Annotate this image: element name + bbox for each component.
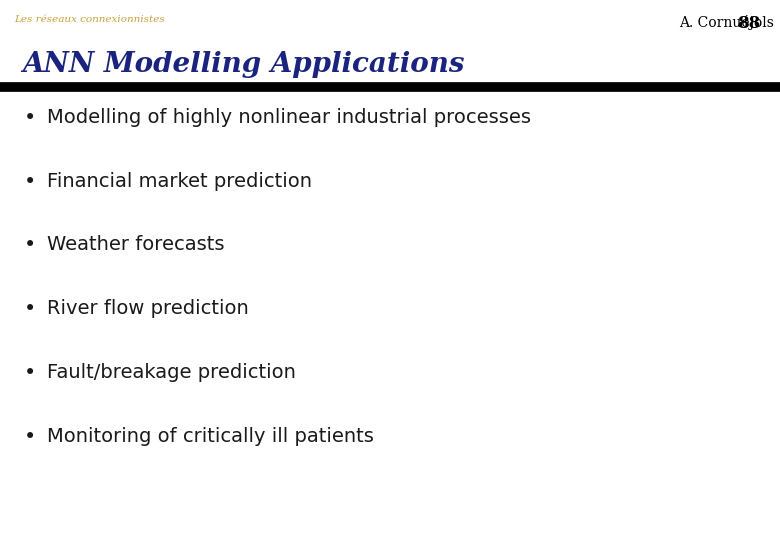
Text: •: • [23, 172, 36, 192]
Text: Modelling of highly nonlinear industrial processes: Modelling of highly nonlinear industrial… [47, 108, 531, 127]
Text: •: • [23, 363, 36, 383]
Text: 88: 88 [737, 15, 760, 32]
Text: River flow prediction: River flow prediction [47, 299, 249, 318]
Text: Fault/breakage prediction: Fault/breakage prediction [47, 363, 296, 382]
Text: ANN Modelling Applications: ANN Modelling Applications [22, 51, 464, 78]
Text: Monitoring of critically ill patients: Monitoring of critically ill patients [47, 427, 374, 446]
Text: •: • [23, 427, 36, 447]
Text: •: • [23, 235, 36, 255]
Text: •: • [23, 299, 36, 319]
Text: Les réseaux connexionnistes: Les réseaux connexionnistes [14, 15, 165, 24]
Text: Financial market prediction: Financial market prediction [47, 172, 312, 191]
Text: Weather forecasts: Weather forecasts [47, 235, 225, 254]
Text: A. Cornuéjols: A. Cornuéjols [679, 15, 774, 30]
Text: •: • [23, 108, 36, 128]
